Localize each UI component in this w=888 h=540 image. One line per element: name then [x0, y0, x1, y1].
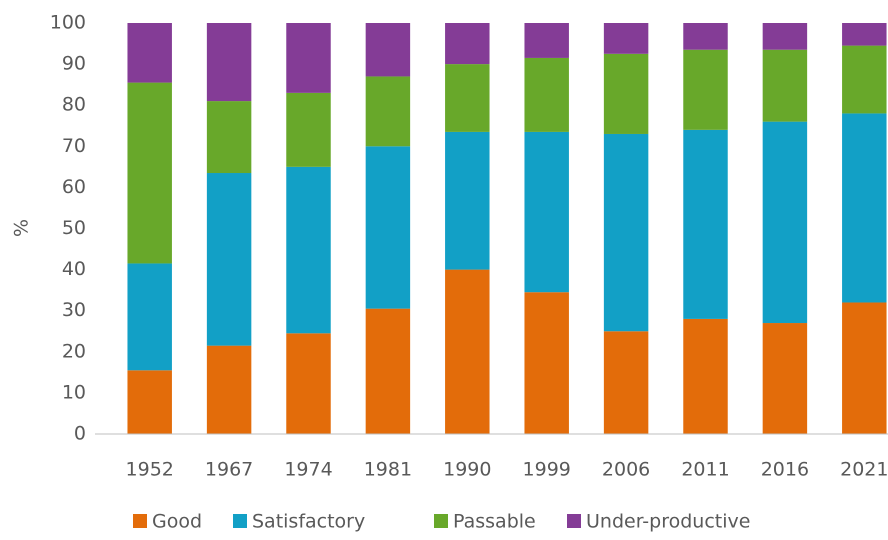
bar-segment — [445, 23, 490, 65]
bar-segment — [524, 292, 569, 434]
legend-swatch — [233, 514, 247, 528]
bar-segment — [842, 23, 887, 46]
bar-segment — [206, 101, 252, 174]
bar-segment — [206, 345, 252, 434]
bar-segment — [524, 57, 569, 132]
y-tick-label: 90 — [62, 53, 86, 75]
legend-label: Passable — [453, 511, 536, 533]
bar-segment — [286, 166, 331, 334]
x-tick-label: 1952 — [126, 459, 174, 481]
bar-segment — [603, 133, 649, 332]
bar-segment — [365, 23, 411, 77]
x-tick-label: 1999 — [523, 459, 571, 481]
bar-segment — [683, 318, 728, 434]
y-tick-label: 20 — [62, 340, 86, 362]
x-tick-label: 2006 — [602, 459, 650, 481]
bar-segment — [762, 49, 808, 122]
bar-segment — [842, 113, 887, 303]
bar-segment — [524, 131, 569, 293]
legend-swatch — [434, 514, 448, 528]
bar-segment — [683, 49, 728, 130]
bar-segment — [286, 92, 331, 167]
legend-label: Under-productive — [586, 511, 750, 533]
bar-segment — [683, 23, 728, 50]
y-tick-label: 80 — [62, 94, 86, 116]
bar-segment — [762, 323, 808, 434]
x-tick-label: 2021 — [840, 459, 888, 481]
bar-segment — [445, 269, 490, 434]
x-tick-label: 2016 — [761, 459, 809, 481]
x-tick-label: 1990 — [443, 459, 491, 481]
y-tick-label: 60 — [62, 176, 86, 198]
bar-segment — [683, 129, 728, 319]
bar-segment — [286, 333, 331, 434]
legend-label: Satisfactory — [252, 511, 365, 533]
bar-segment — [127, 23, 172, 83]
bar-segment — [842, 45, 887, 114]
legend-swatch — [133, 514, 147, 528]
y-tick-label: 10 — [62, 381, 86, 403]
bar-segment — [762, 121, 808, 324]
y-tick-label: 100 — [50, 12, 86, 34]
x-tick-label: 1967 — [205, 459, 253, 481]
x-tick-label: 1981 — [364, 459, 412, 481]
bar-segment — [445, 64, 490, 132]
bar-segment — [603, 331, 649, 434]
bar-segment — [842, 302, 887, 434]
x-tick-label: 1974 — [284, 459, 332, 481]
bar-segment — [365, 308, 411, 434]
x-tick-label: 2011 — [681, 459, 729, 481]
bar-segment — [127, 263, 172, 371]
bar-segment — [524, 23, 569, 58]
legend-swatch — [567, 514, 581, 528]
bar-segment — [127, 82, 172, 264]
bar-segment — [206, 173, 252, 346]
bar-segment — [206, 23, 252, 102]
bar-segment — [286, 23, 331, 93]
y-tick-label: 0 — [74, 423, 86, 445]
y-tick-label: 30 — [62, 299, 86, 321]
y-axis-label: % — [11, 219, 33, 237]
bar-segment — [365, 76, 411, 147]
bar-segment — [127, 370, 172, 434]
bar-segment — [445, 131, 490, 270]
y-tick-label: 70 — [62, 135, 86, 157]
legend-label: Good — [152, 511, 202, 533]
y-tick-label: 50 — [62, 217, 86, 239]
bar-segment — [603, 53, 649, 134]
y-tick-label: 40 — [62, 258, 86, 280]
bar-segment — [603, 23, 649, 54]
bar-segment — [365, 146, 411, 309]
bar-segment — [762, 23, 808, 50]
